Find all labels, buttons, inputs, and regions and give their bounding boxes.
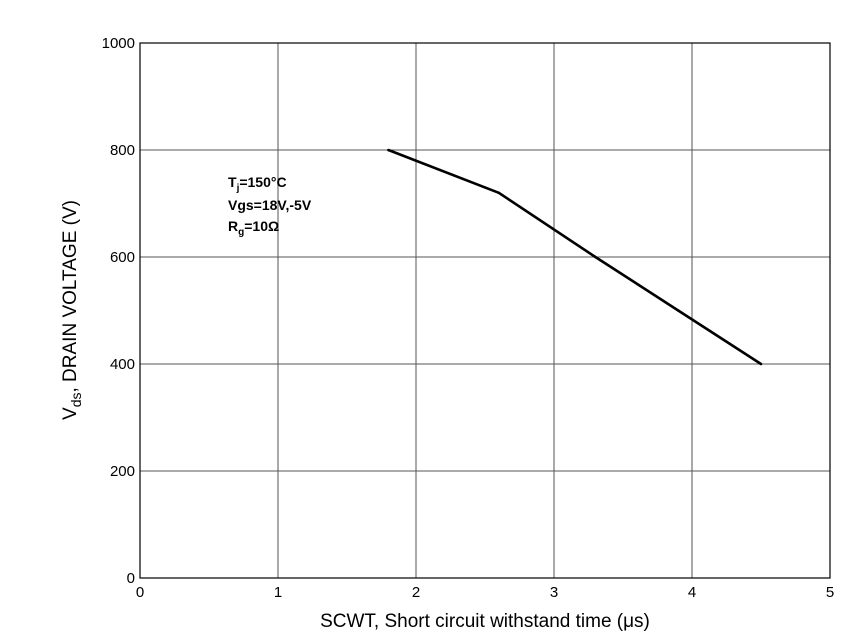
x-tick-label: 1 (274, 584, 282, 601)
annotation-rg-main: R (228, 218, 238, 234)
y-axis-title-subscript: ds (68, 393, 84, 408)
x-tick-label: 0 (136, 584, 144, 601)
x-tick-label: 3 (550, 584, 558, 601)
y-tick-label: 0 (127, 570, 135, 587)
annotation-rg-sub: g (238, 227, 244, 238)
y-axis-title-suffix: , DRAIN VOLTAGE (V) (60, 200, 81, 393)
y-tick-label: 600 (110, 249, 135, 266)
data-point (676, 309, 680, 312)
x-tick-label: 4 (688, 584, 696, 601)
plot-frame (139, 42, 831, 579)
y-tick-label: 1000 (102, 35, 135, 52)
data-point (497, 191, 501, 195)
svg-text:Rg=10Ω: Rg=10Ω (228, 218, 279, 238)
grid-lines (140, 43, 830, 578)
x-tick-label: 2 (412, 584, 420, 601)
annotation-tj-main: T (228, 174, 237, 190)
annotation-vgs: Vgs=18V,-5V (228, 197, 312, 213)
annotation-tj-sub: j (236, 183, 240, 194)
y-axis-title: Vds, DRAIN VOLTAGE (V) (60, 200, 84, 420)
x-tick-label: 5 (826, 584, 834, 601)
y-tick-label: 400 (110, 356, 135, 373)
data-points (387, 148, 763, 366)
data-point (387, 148, 390, 152)
y-tick-label: 200 (110, 463, 135, 480)
data-point (594, 255, 597, 259)
y-tick-label: 800 (110, 142, 135, 159)
y-axis-title-prefix: V (60, 407, 81, 420)
x-axis-title: SCWT, Short circuit withstand time (μs) (320, 611, 650, 632)
y-tick-labels: 0 200 400 600 800 1000 (102, 35, 135, 587)
annotation-tj-rest: =150°C (239, 174, 286, 190)
annotation-rg-rest: =10Ω (244, 218, 279, 234)
data-point (759, 362, 763, 366)
condition-annotation: Tj=150°C Vgs=18V,-5V Rg=10Ω (228, 174, 312, 238)
x-tick-labels: 0 1 2 3 4 5 (136, 584, 834, 601)
svg-text:Tj=150°C: Tj=150°C (228, 174, 287, 194)
